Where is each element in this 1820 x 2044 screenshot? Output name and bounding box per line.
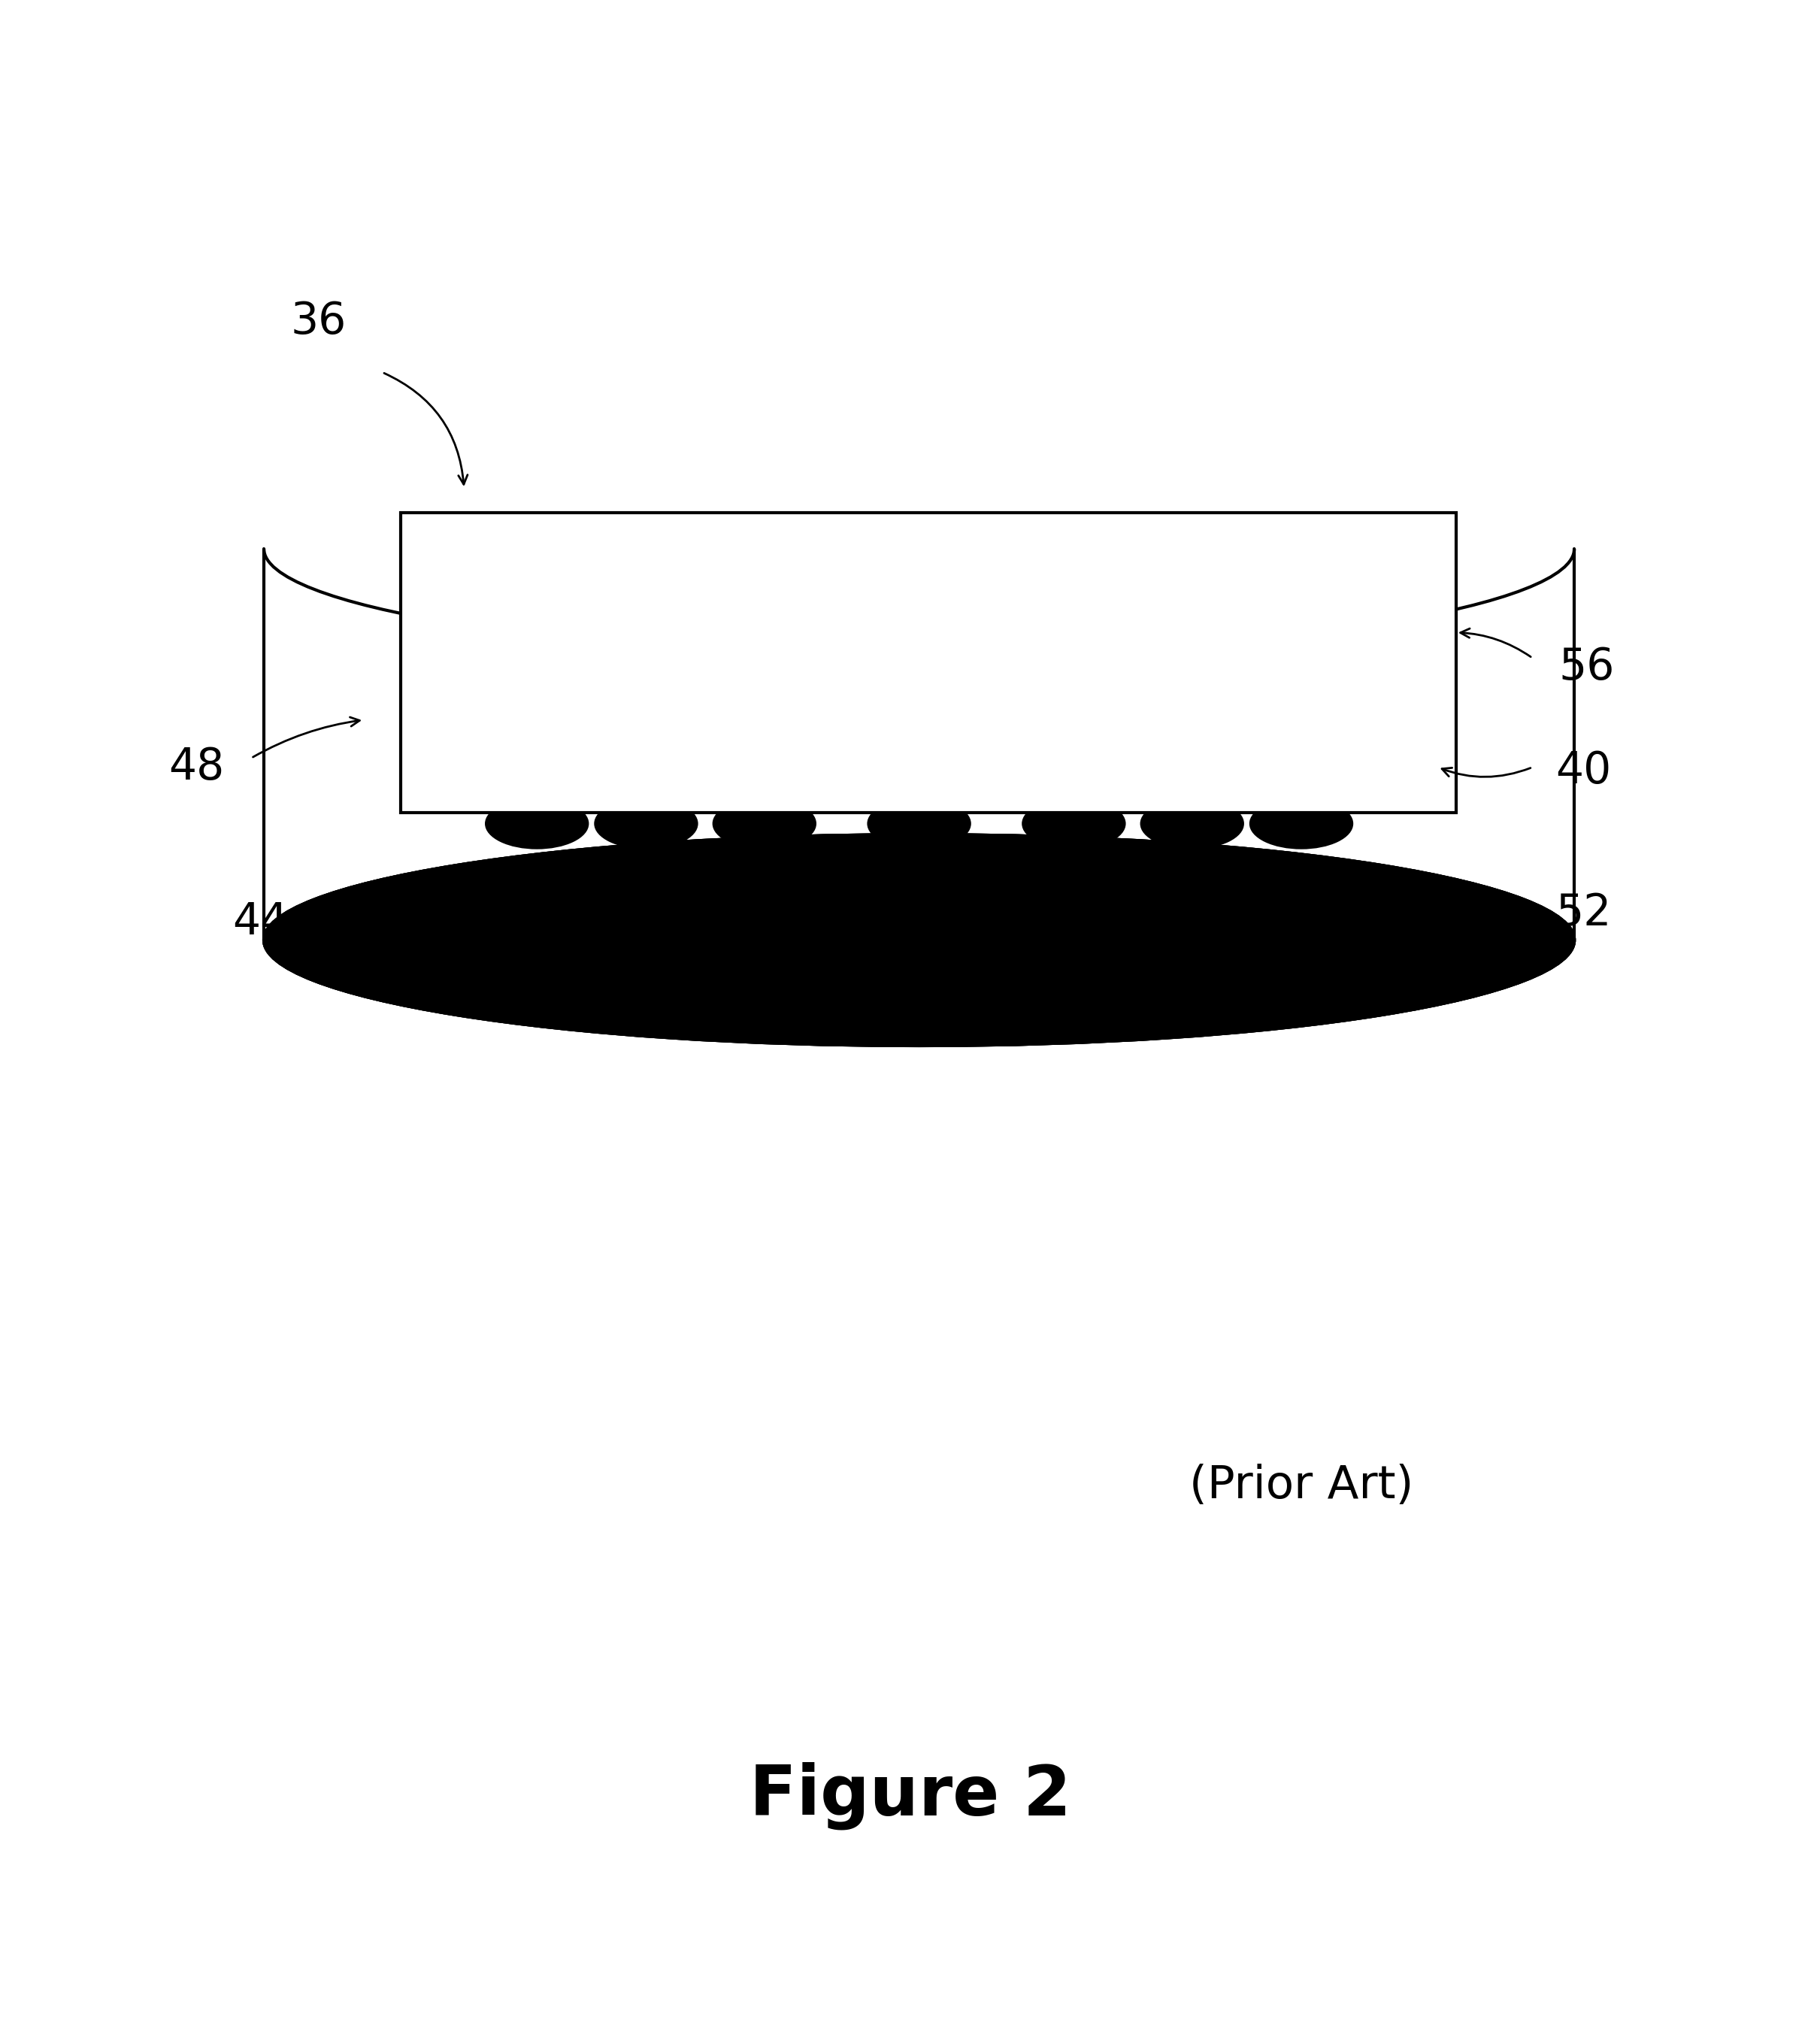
Ellipse shape [273, 838, 1565, 1042]
Text: 56: 56 [1560, 646, 1614, 689]
FancyArrowPatch shape [1441, 769, 1531, 777]
Ellipse shape [486, 799, 588, 848]
Text: 40: 40 [1556, 750, 1611, 793]
Ellipse shape [868, 799, 970, 848]
Text: 44: 44 [233, 901, 288, 944]
Text: (Prior Art): (Prior Art) [1188, 1464, 1414, 1508]
Text: 48: 48 [169, 746, 224, 789]
Ellipse shape [1141, 908, 1243, 973]
Text: 36: 36 [291, 300, 346, 343]
Ellipse shape [868, 908, 970, 973]
Ellipse shape [1023, 799, 1125, 848]
FancyArrowPatch shape [384, 374, 468, 484]
FancyArrowPatch shape [1434, 912, 1531, 924]
Ellipse shape [713, 908, 815, 973]
Ellipse shape [713, 799, 815, 848]
Ellipse shape [1141, 799, 1243, 848]
Text: Figure 2: Figure 2 [750, 1762, 1070, 1829]
Ellipse shape [486, 908, 588, 973]
FancyArrowPatch shape [253, 717, 360, 756]
Bar [400, 513, 1456, 814]
FancyArrowPatch shape [308, 926, 388, 942]
Ellipse shape [531, 613, 815, 722]
Ellipse shape [595, 908, 697, 973]
Text: 52: 52 [1556, 891, 1611, 934]
Ellipse shape [1250, 799, 1352, 848]
Ellipse shape [1023, 613, 1307, 722]
Ellipse shape [264, 834, 1574, 1047]
Ellipse shape [1250, 908, 1352, 973]
FancyArrowPatch shape [1460, 628, 1531, 656]
Ellipse shape [595, 799, 697, 848]
Ellipse shape [1023, 908, 1125, 973]
